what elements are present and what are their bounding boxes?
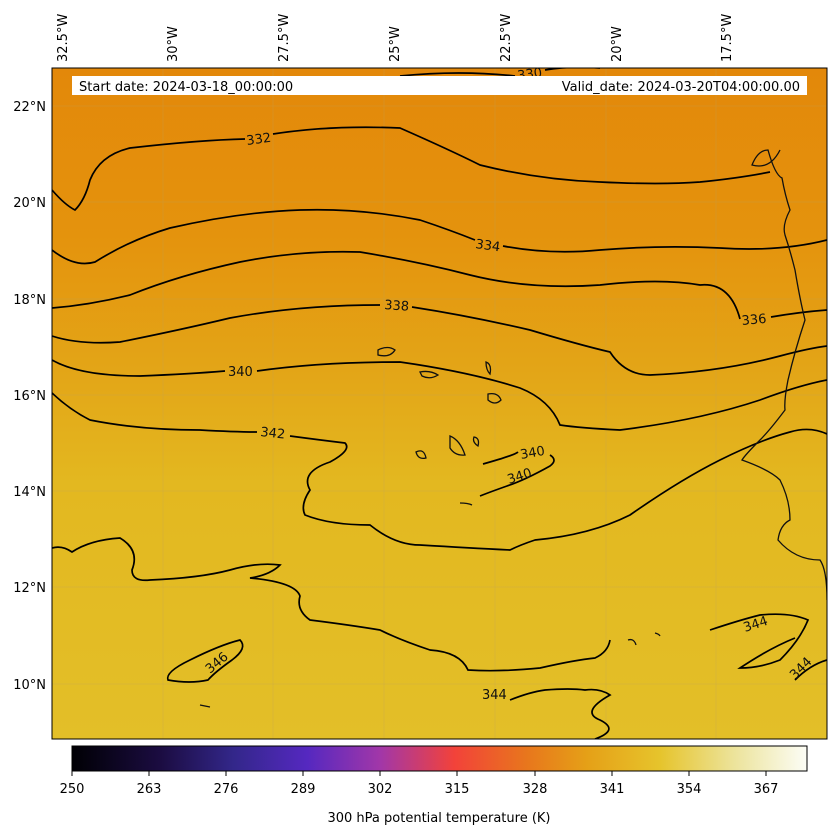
contour-332	[52, 126, 771, 212]
contour-346	[52, 537, 611, 672]
temperature-field	[52, 68, 827, 739]
african-coast	[741, 149, 827, 601]
lat-label: 22°N	[13, 100, 46, 115]
lon-label: 27.5°W	[277, 14, 292, 62]
map-frame	[51, 67, 828, 740]
contour-label: 340	[506, 466, 534, 488]
colorbar-label: 300 hPa potential temperature (K)	[327, 811, 550, 826]
lat-label: 14°N	[13, 485, 46, 500]
contour-label: 342	[260, 425, 286, 443]
lon-label: 22.5°W	[499, 14, 514, 62]
lon-label: 25°W	[388, 26, 403, 62]
lat-label: 10°N	[13, 678, 46, 693]
contour-lines	[52, 68, 827, 739]
lon-label: 30°W	[166, 26, 181, 62]
contour-label: 334	[474, 237, 501, 255]
contour-340-east	[479, 451, 555, 497]
colorbar-tick-label: 367	[754, 782, 779, 797]
lat-label: 20°N	[13, 196, 46, 211]
contour-label: 332	[245, 131, 272, 149]
lat-label: 16°N	[13, 389, 46, 404]
valid-date-text: Valid_date: 2024-03-20T04:00:00.00	[562, 80, 800, 95]
contour-label: 340	[228, 365, 253, 380]
start-date-text: Start date: 2024-03-18_00:00:00	[79, 80, 293, 95]
coastlines	[199, 149, 827, 708]
colorbar-tick-label: 263	[137, 782, 162, 797]
contour-344-se	[509, 688, 612, 739]
contour-338	[52, 304, 827, 376]
contour-330	[399, 68, 600, 77]
colorbar-tick-label: 276	[214, 782, 239, 797]
contour-label: 336	[741, 312, 767, 329]
contour-346-island	[166, 639, 244, 683]
lon-label: 32.5°W	[56, 14, 71, 62]
small-islands	[199, 502, 661, 708]
contour-label: 338	[384, 298, 410, 315]
colorbar: 250 263 276 289 302 315 328 341 354 367 …	[60, 745, 808, 826]
colorbar-tick-label: 354	[677, 782, 702, 797]
colorbar-tick-label: 302	[368, 782, 393, 797]
contour-label: 344	[482, 688, 507, 703]
contour-label: 344	[742, 614, 770, 636]
contour-label: 340	[519, 444, 546, 463]
contour-336	[52, 250, 827, 320]
contour-340	[52, 359, 827, 431]
contour-344-east	[709, 613, 810, 669]
lat-label: 12°N	[13, 581, 46, 596]
colorbar-gradient	[71, 745, 808, 772]
colorbar-tick-label: 289	[291, 782, 316, 797]
lon-label: 20°W	[610, 26, 625, 62]
colorbar-tick-label: 328	[523, 782, 548, 797]
colorbar-tick-label: 341	[600, 782, 625, 797]
lat-label: 18°N	[13, 293, 46, 308]
latitude-labels: 22°N 20°N 18°N 16°N 14°N 12°N 10°N	[13, 100, 46, 693]
longitude-labels: 32.5°W 30°W 27.5°W 25°W 22.5°W 20°W 17.5…	[56, 14, 735, 62]
lon-label: 17.5°W	[720, 14, 735, 62]
colorbar-tick-label: 250	[60, 782, 85, 797]
colorbar-ticks	[71, 771, 767, 776]
contour-342	[52, 392, 827, 551]
date-banner	[72, 76, 807, 95]
contour-334	[52, 208, 827, 265]
cape-verde-islands	[377, 346, 502, 460]
colorbar-tick-label: 315	[445, 782, 470, 797]
map-area: 330 332 334 336 338 340 342 340 340 344 …	[51, 66, 828, 740]
contour-344-right	[794, 659, 827, 681]
